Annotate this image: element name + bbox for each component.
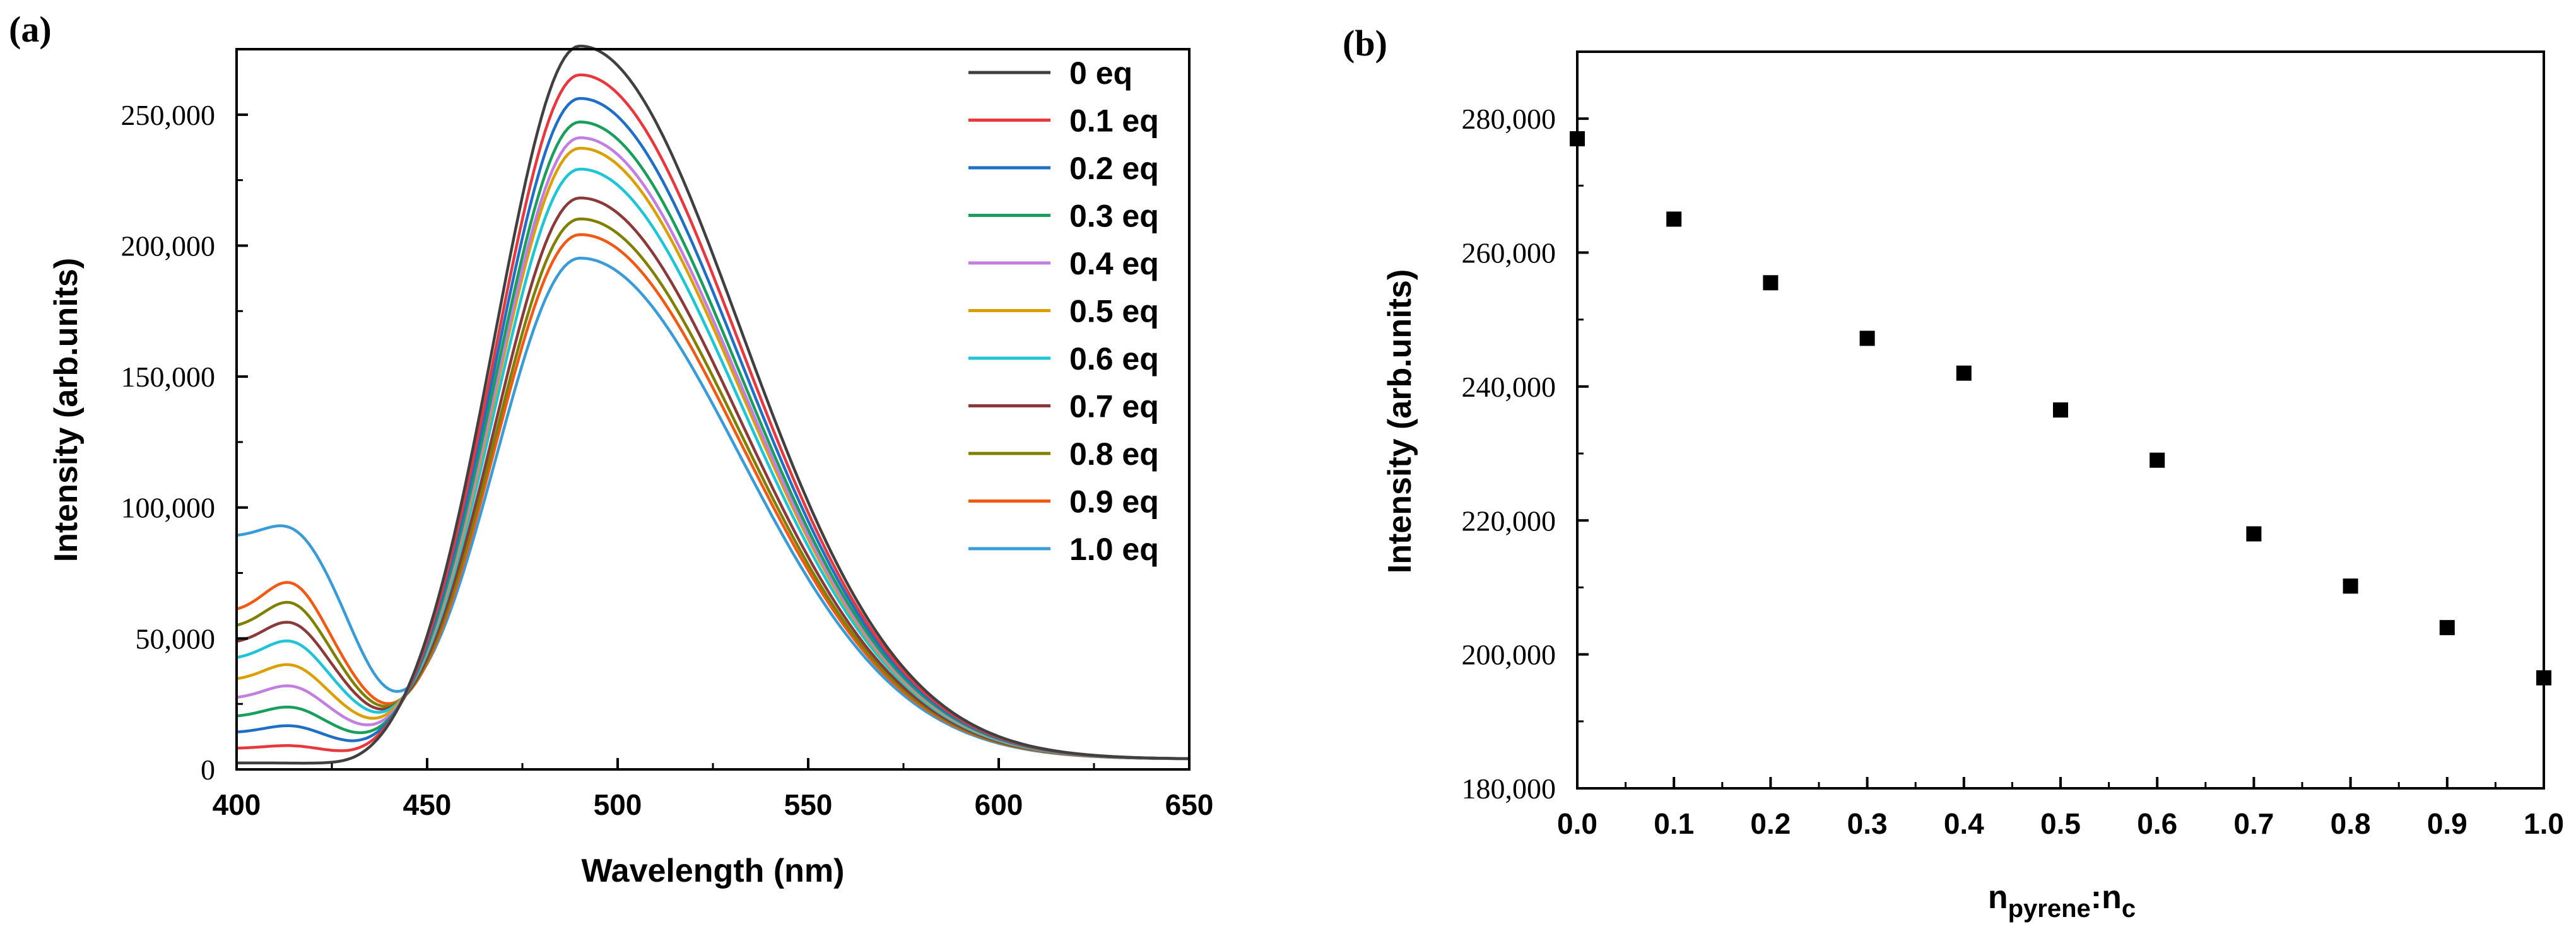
chart-b-y-tick-label: 240,000 [1462,371,1556,403]
chart-a-legend-label-10: 1.0 eq [1069,532,1159,567]
chart-a-x-tick-label: 600 [975,788,1023,821]
chart-a-series-line-2 [236,96,1189,761]
chart-a-series-line-1 [236,73,1190,761]
chart-a-series-line-8 [236,217,1190,761]
chart-a-x-tick-label: 500 [594,788,642,821]
chart-a-series-line-3 [236,120,1190,761]
chart-b-y-axis-title: Intensity (arb.units) [1382,269,1418,573]
chart-a-x-tick-label: 650 [1165,788,1214,821]
chart-b-point-9 [2439,620,2455,636]
chart-a-x-tick-label: 550 [784,788,833,821]
chart-a-legend-label-5: 0.5 eq [1069,294,1159,329]
chart-a-series-line-10 [236,257,1189,761]
chart-a-series-line-7 [236,196,1189,761]
chart-a-x-ticks: 400 450 500 550 600 650 [213,758,1214,821]
chart-b-x-axis-title-sub2: c [2122,895,2136,923]
chart-a-legend-label-6: 0.6 eq [1069,341,1159,377]
chart-b-x-tick-label: 0.8 [2331,807,2371,840]
chart-b-x-tick-label: 0.4 [1944,807,1984,840]
chart-a-y-tick-label: 150,000 [121,361,216,393]
chart-a-y-tick-label: 0 [201,754,215,786]
chart-a-legend-label-7: 0.7 eq [1069,389,1159,424]
chart-b-x-tick-label: 0.5 [2040,807,2081,840]
chart-b-x-tick-label: 0.9 [2427,807,2467,840]
chart-b-y-tick-label: 220,000 [1462,505,1556,537]
chart-a-legend-label-9: 0.9 eq [1069,484,1159,520]
chart-a-y-tick-label: 200,000 [121,230,216,262]
panel-b-label: (b) [1343,23,1387,64]
chart-b-point-0 [1570,131,1585,147]
chart-b-x-ticks: 0.0 0.1 0.2 0.3 0.4 0.5 0.6 0.7 0.8 0.9 1.0 [1557,777,2564,840]
chart-a-legend-label-3: 0.3 eq [1069,199,1159,234]
chart-b: 0.0 0.1 0.2 0.3 0.4 0.5 0.6 0.7 0.8 0.9 1.0 180,00… [1382,50,2564,923]
chart-b-y-ticks: 180,000 200,000 220,000 240,000 260,000 280,0… [1462,103,1589,805]
chart-b-x-axis-title: npyrene:nc [1988,879,2136,923]
chart-b-x-axis-title-sep: :n [2091,879,2122,916]
chart-b-point-5 [2053,402,2068,418]
chart-b-x-tick-label: 0.2 [1750,807,1791,840]
chart-a-legend-label-0: 0 eq [1069,55,1132,91]
chart-b-y-tick-label: 180,000 [1462,773,1556,805]
chart-b-point-3 [1859,330,1875,346]
chart-b-point-10 [2536,670,2551,686]
chart-a-legend-label-8: 0.8 eq [1069,436,1159,472]
chart-b-x-axis-title-sub1: pyrene [2008,895,2091,923]
chart-b-x-tick-label: 1.0 [2524,807,2564,840]
chart-a-legend-label-1: 0.1 eq [1069,103,1159,139]
chart-a-y-tick-label: 50,000 [136,622,216,655]
chart-b-y-tick-label: 260,000 [1462,237,1556,269]
chart-b-x-tick-label: 0.6 [2137,807,2177,840]
chart-b-point-2 [1763,275,1779,291]
chart-a-series-group [236,44,1190,765]
chart-a-y-axis-title: Intensity (arb.units) [48,258,85,562]
chart-a-series-line-4 [236,136,1190,761]
chart-b-x-tick-label: 0.1 [1654,807,1694,840]
chart-b-y-tick-label: 280,000 [1462,103,1556,135]
panel-a-label: (a) [9,9,52,50]
chart-a-legend: 0 eq 0.1 eq 0.2 eq 0.3 eq 0.4 eq 0.5 eq 0.6 eq… [968,55,1159,567]
chart-a: 400 450 500 550 600 650 0 50,000 100,000 150,000… [48,44,1214,889]
chart-b-points [1570,131,2551,686]
chart-a-y-ticks: 0 50,000 100,000 150,000 200,000 250,000 [121,48,248,786]
chart-b-x-axis-title-n: n [1988,879,2008,916]
chart-a-plot-frame [235,48,1191,771]
chart-b-point-6 [2150,452,2165,468]
chart-a-x-tick-label: 450 [403,788,452,821]
chart-a-y-tick-label: 250,000 [121,99,216,131]
chart-b-point-1 [1666,211,1682,227]
chart-b-x-tick-label: 0.0 [1557,807,1597,840]
chart-a-series-line-0 [237,44,1190,765]
chart-b-point-7 [2246,526,2262,542]
chart-a-legend-label-4: 0.4 eq [1069,246,1159,281]
chart-b-point-8 [2343,578,2358,594]
chart-b-point-4 [1956,365,1972,381]
chart-a-x-tick-label: 400 [213,788,261,821]
chart-b-x-tick-label: 0.3 [1847,807,1888,840]
chart-a-y-tick-label: 100,000 [121,492,216,524]
chart-b-plot-frame [1576,50,2545,790]
chart-b-y-tick-label: 200,000 [1462,639,1556,671]
chart-a-legend-label-2: 0.2 eq [1069,151,1159,186]
chart-a-x-axis-title: Wavelength (nm) [582,853,845,889]
chart-b-x-tick-label: 0.7 [2233,807,2274,840]
